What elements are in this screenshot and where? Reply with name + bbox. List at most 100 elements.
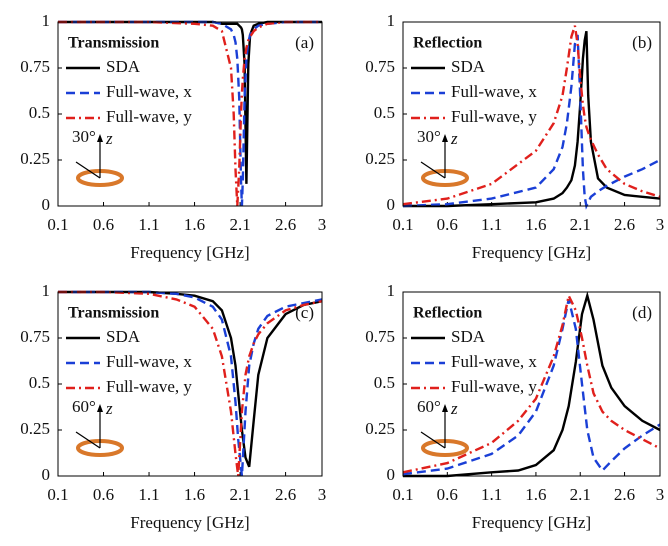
x-axis-label: Frequency [GHz] <box>130 513 249 532</box>
arrow-head <box>97 404 103 412</box>
y-tick-label: 0 <box>42 195 51 214</box>
inset-axis: z <box>105 399 113 418</box>
legend-label: SDA <box>106 57 141 76</box>
x-tick-label: 1.6 <box>525 215 546 234</box>
y-tick-label: 0.5 <box>29 373 50 392</box>
arrow-head <box>442 134 448 142</box>
y-tick-label: 0.25 <box>20 419 50 438</box>
x-tick-label: 2.6 <box>614 485 635 504</box>
series-line <box>402 292 661 474</box>
axes-box <box>402 21 661 207</box>
legend-label: Full-wave, x <box>451 352 537 371</box>
x-tick-label: 0.6 <box>93 485 114 504</box>
legend-label: SDA <box>451 57 486 76</box>
x-axis-label: Frequency [GHz] <box>472 513 591 532</box>
series-line <box>402 25 661 206</box>
incidence-line <box>75 161 101 179</box>
y-tick-label: 0.75 <box>20 57 50 76</box>
incidence-line <box>420 431 446 449</box>
legend-label: Full-wave, x <box>106 82 192 101</box>
x-tick-label: 3 <box>318 485 327 504</box>
x-tick-label: 0.1 <box>47 485 68 504</box>
panel-label: (c) <box>295 303 314 322</box>
y-tick-label: 0 <box>387 195 396 214</box>
legend-label: Full-wave, y <box>451 107 537 126</box>
y-tick-label: 0.75 <box>20 327 50 346</box>
y-tick-label: 0.75 <box>365 57 395 76</box>
x-tick-label: 2.6 <box>275 485 296 504</box>
series-line <box>403 291 661 478</box>
x-tick-label: 0.6 <box>437 215 458 234</box>
inset-angle: 30° <box>72 127 96 146</box>
axes-box <box>57 21 323 207</box>
panel-label: (a) <box>295 33 314 52</box>
x-tick-label: 1.1 <box>481 215 502 234</box>
series-line <box>402 34 661 210</box>
x-tick-label: 3 <box>656 215 665 234</box>
x-tick-label: 2.1 <box>570 485 591 504</box>
x-tick-label: 3 <box>656 485 665 504</box>
series-line <box>58 20 322 207</box>
y-tick-label: 0.25 <box>20 149 50 168</box>
y-tick-label: 0 <box>42 465 51 484</box>
y-tick-label: 0.5 <box>374 373 395 392</box>
y-tick-label: 0.5 <box>29 103 50 122</box>
panel-title: Reflection <box>413 35 482 52</box>
panel-title: Transmission <box>68 305 159 322</box>
x-tick-label: 0.6 <box>93 215 114 234</box>
legend-label: Full-wave, y <box>106 377 192 396</box>
y-tick-label: 0.5 <box>374 103 395 122</box>
panel-label: (d) <box>632 303 652 322</box>
y-tick-label: 1 <box>42 11 51 30</box>
axes-box <box>402 291 661 477</box>
legend-label: SDA <box>106 327 141 346</box>
panel-title: Reflection <box>413 305 482 322</box>
x-tick-label: 0.1 <box>392 485 413 504</box>
inset-axis: z <box>450 399 458 418</box>
x-tick-label: 0.1 <box>392 215 413 234</box>
inset-angle: 60° <box>417 397 441 416</box>
x-tick-label: 2.1 <box>229 215 250 234</box>
y-tick-label: 0.25 <box>365 149 395 168</box>
x-tick-label: 2.1 <box>570 215 591 234</box>
x-axis-label: Frequency [GHz] <box>472 243 591 262</box>
x-tick-label: 2.1 <box>229 485 250 504</box>
series-line <box>58 290 323 477</box>
x-tick-label: 2.6 <box>614 215 635 234</box>
x-tick-label: 1.6 <box>525 485 546 504</box>
y-tick-label: 0.25 <box>365 419 395 438</box>
x-tick-label: 1.1 <box>138 485 159 504</box>
series-line <box>402 299 661 476</box>
series-line <box>58 20 322 207</box>
axes-box <box>57 291 323 477</box>
inset-axis: z <box>105 129 113 148</box>
panel-label: (b) <box>632 33 652 52</box>
x-tick-label: 3 <box>318 215 327 234</box>
y-tick-label: 0 <box>387 465 396 484</box>
inset-angle: 30° <box>417 127 441 146</box>
x-tick-label: 1.6 <box>184 485 205 504</box>
y-tick-label: 1 <box>42 281 51 300</box>
x-axis-label: Frequency [GHz] <box>130 243 249 262</box>
legend-label: SDA <box>451 327 486 346</box>
legend-label: Full-wave, x <box>451 82 537 101</box>
x-tick-label: 2.6 <box>275 215 296 234</box>
y-tick-label: 0.75 <box>365 327 395 346</box>
arrow-head <box>97 134 103 142</box>
x-tick-label: 1.1 <box>481 485 502 504</box>
x-tick-label: 1.1 <box>138 215 159 234</box>
x-tick-label: 0.1 <box>47 215 68 234</box>
panel-title: Transmission <box>68 35 159 52</box>
inset-angle: 60° <box>72 397 96 416</box>
y-tick-label: 1 <box>387 11 396 30</box>
legend-label: Full-wave, y <box>106 107 192 126</box>
legend-label: Full-wave, y <box>451 377 537 396</box>
legend-label: Full-wave, x <box>106 352 192 371</box>
inset-axis: z <box>450 129 458 148</box>
incidence-line <box>75 431 101 449</box>
incidence-line <box>420 161 446 179</box>
x-tick-label: 1.6 <box>184 215 205 234</box>
y-tick-label: 1 <box>387 281 396 300</box>
arrow-head <box>442 404 448 412</box>
